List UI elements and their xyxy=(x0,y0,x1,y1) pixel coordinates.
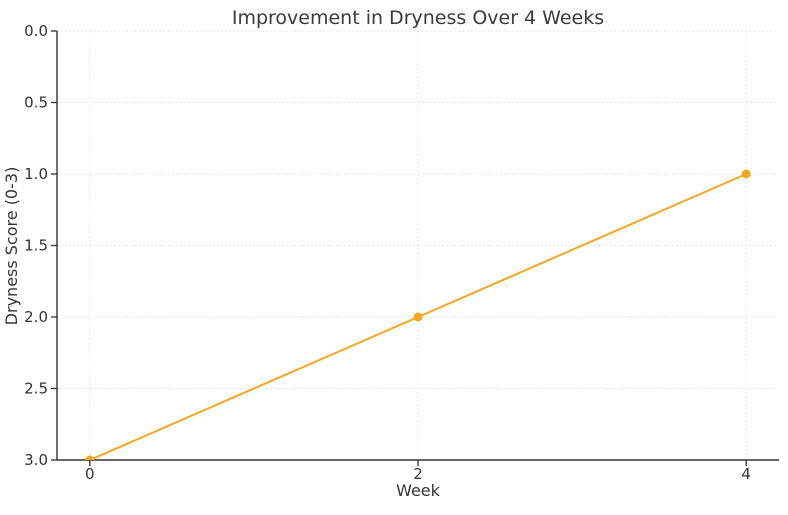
data-point-marker xyxy=(85,455,95,460)
y-tick-label: 1.0 xyxy=(24,165,48,183)
x-tick-label: 2 xyxy=(413,465,423,483)
y-tick-label: 0.0 xyxy=(24,22,48,40)
x-axis-label: Week xyxy=(396,481,441,500)
tick-labels: 0.0 0.5 1.0 1.5 2.0 2.5 3.0 0 2 4 xyxy=(24,22,751,483)
x-tick-label: 0 xyxy=(85,465,95,483)
y-tick-label: 2.0 xyxy=(24,308,48,326)
data-point-marker xyxy=(413,312,423,322)
chart-title: Improvement in Dryness Over 4 Weeks xyxy=(232,7,604,29)
data-series xyxy=(85,169,751,460)
y-axis-label: Dryness Score (0-3) xyxy=(2,167,21,326)
y-tick-label: 2.5 xyxy=(24,380,48,398)
axes xyxy=(51,30,779,466)
y-tick-label: 1.5 xyxy=(24,237,48,255)
y-tick-label: 0.5 xyxy=(24,94,48,112)
data-point-marker xyxy=(741,169,751,179)
grid-lines xyxy=(57,30,779,461)
x-tick-label: 4 xyxy=(741,465,751,483)
y-tick-label: 3.0 xyxy=(24,451,48,469)
